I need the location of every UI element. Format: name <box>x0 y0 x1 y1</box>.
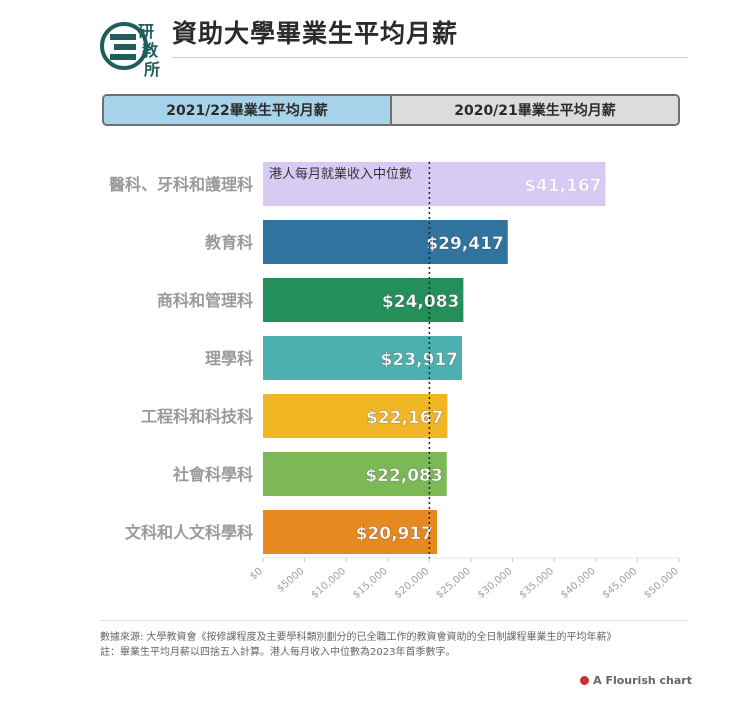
category-label: 社會科學科 <box>172 465 253 484</box>
logo-char-1: 研 <box>138 22 154 41</box>
source-text: 數據來源: 大學教資會《按修課程度及主要學科類別劃分的已全職工作的教資會資助的全… <box>100 632 617 643</box>
bar <box>263 220 508 264</box>
value-label: $24,083 <box>382 292 459 312</box>
x-tick-label: $50,000 <box>642 566 681 600</box>
logo-char-3: 所 <box>144 60 160 78</box>
bar <box>263 510 438 554</box>
bar <box>263 452 447 496</box>
category-label: 理學科 <box>205 349 253 368</box>
value-label: $20,917 <box>356 524 433 544</box>
category-label: 工程科和科技科 <box>141 407 253 426</box>
value-label: $41,167 <box>524 176 601 196</box>
logo-char-2: 教 <box>142 41 159 60</box>
x-tick-label: $30,000 <box>476 566 515 600</box>
tab-bar: 2021/22畢業生平均月薪 2020/21畢業生平均月薪 <box>102 94 680 126</box>
bar <box>263 278 464 322</box>
category-label: 醫科、牙科和護理科 <box>109 175 253 194</box>
bar <box>263 394 448 438</box>
title-divider <box>172 57 688 58</box>
category-label: 文科和人文科學科 <box>125 523 253 542</box>
x-tick-label: $10,000 <box>309 566 348 600</box>
flourish-icon <box>580 676 590 685</box>
x-tick-label: $45,000 <box>601 566 640 600</box>
reference-line-label: 港人每月就業收入中位數 <box>269 166 412 182</box>
value-label: $29,417 <box>426 234 503 254</box>
value-label: $22,167 <box>366 408 443 428</box>
value-label: $22,083 <box>365 466 442 486</box>
x-tick-label: $25,000 <box>434 566 473 600</box>
tab-2020-21[interactable]: 2020/21畢業生平均月薪 <box>390 96 678 124</box>
footer-notes: 數據來源: 大學教資會《按修課程度及主要學科類別劃分的已全職工作的教資會資助的全… <box>100 630 617 660</box>
x-tick-label: $0 <box>248 566 265 583</box>
x-tick-label: $15,000 <box>351 566 390 600</box>
x-tick-label: $5000 <box>275 566 306 595</box>
flourish-credit-label: A Flourish chart <box>593 674 692 687</box>
tab-2021-22[interactable]: 2021/22畢業生平均月薪 <box>104 96 390 124</box>
value-label: $23,917 <box>381 350 458 370</box>
x-tick-label: $35,000 <box>517 566 556 600</box>
note-text: 註：畢業生平均月薪以四捨五入計算。港人每月收入中位數為2023年首季數字。 <box>100 647 456 658</box>
category-label: 商科和管理科 <box>157 291 253 310</box>
x-tick-label: $20,000 <box>393 566 432 600</box>
page-title: 資助大學畢業生平均月薪 <box>172 19 459 48</box>
logo: 研 教 所 <box>100 22 160 78</box>
bar-chart: 醫科、牙科和護理科 $41,167 教育科 $29,417 商科和管理科 $24,083 理… <box>109 162 681 600</box>
category-label: 教育科 <box>205 233 253 252</box>
flourish-credit[interactable]: A Flourish chart <box>580 674 692 687</box>
footer-divider <box>100 620 688 621</box>
x-tick-label: $40,000 <box>559 566 598 600</box>
bar <box>263 162 606 206</box>
